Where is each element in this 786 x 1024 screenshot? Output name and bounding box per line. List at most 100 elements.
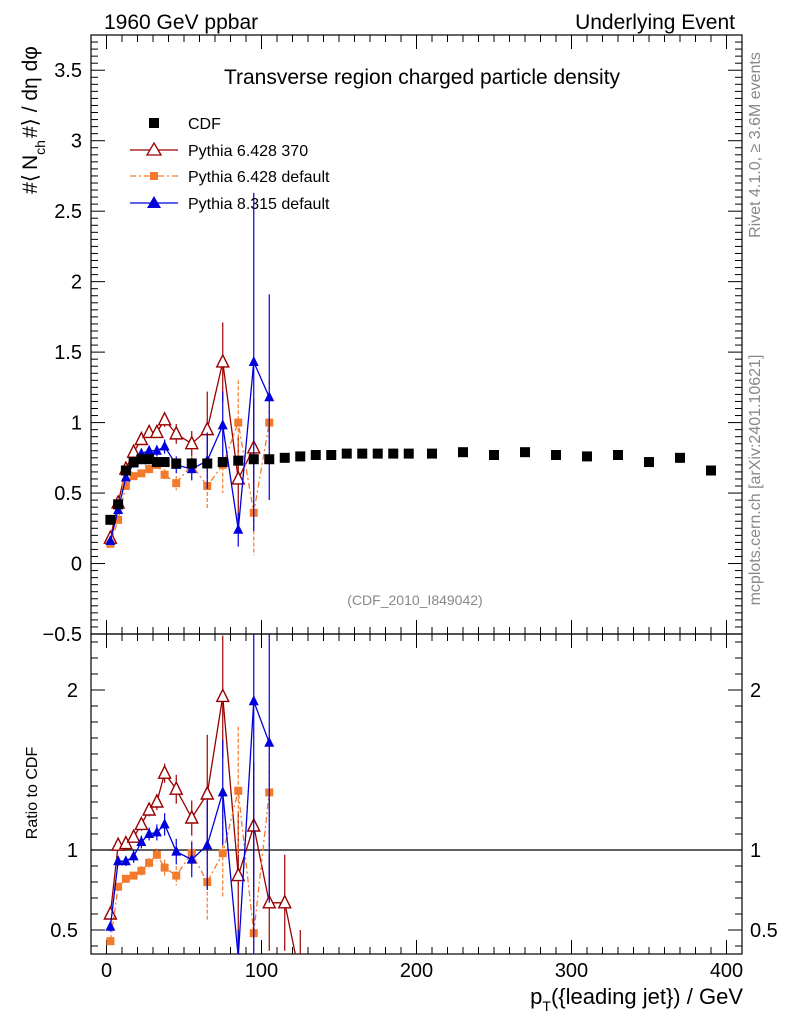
- main-point-cdf: [113, 499, 124, 510]
- main-point-pdef: [114, 515, 123, 524]
- ratio-point-pdef: [106, 937, 115, 946]
- main-point-cdf: [310, 450, 321, 461]
- chart-title: Transverse region charged particle densi…: [224, 66, 621, 89]
- main-point-p370: [134, 430, 149, 446]
- ratio-point-pdef: [160, 863, 169, 872]
- main-point-p8: [159, 440, 170, 451]
- main-point-cdf: [186, 458, 197, 469]
- main-point-cdf: [341, 448, 352, 459]
- xlabel-p: p: [530, 984, 542, 1009]
- main-point-cdf: [171, 458, 182, 469]
- main-point-pdef: [121, 482, 130, 491]
- main-point-cdf: [372, 448, 383, 459]
- legend-entry-pdef: Pythia 6.428 default: [130, 169, 330, 186]
- ratio-point-pdef: [114, 882, 123, 891]
- main-point-cdf: [202, 458, 213, 469]
- axes: 0 100 200 300 400 −0.5 0 0.5 1 1.5 2 2.5 3 3.5 0.5 0.5 1…: [43, 34, 778, 982]
- header-right: Underlying Event: [575, 11, 735, 34]
- ratio-point-pdef: [145, 858, 154, 867]
- ratio-y-tick-label-right: 0.5: [750, 920, 778, 942]
- main-point-cdf: [295, 451, 306, 462]
- ratio-point-p8: [186, 853, 197, 864]
- main-point-cdf: [520, 447, 530, 458]
- legend-marker-p8: [147, 196, 161, 208]
- ratio-point-p8: [159, 818, 170, 829]
- ratio-point-p370: [126, 828, 141, 843]
- ratio-point-p370: [103, 905, 118, 920]
- main-point-p8: [144, 444, 155, 455]
- x-tick-label: 300: [555, 960, 588, 982]
- ratio-point-p8: [151, 826, 162, 837]
- main-point-p370: [169, 425, 184, 440]
- main-point-cdf: [675, 452, 685, 463]
- main-point-pdef: [137, 469, 146, 478]
- main-point-cdf: [217, 457, 228, 468]
- ylabel-hash2: #: [19, 126, 42, 138]
- rivet-label: Rivet 4.1.0, ≥ 3.6M events: [747, 52, 764, 238]
- main-point-cdf: [489, 450, 499, 461]
- ratio-point-pdef: [152, 850, 161, 859]
- main-data-layer: [103, 192, 716, 556]
- ratio-point-p8: [144, 828, 155, 838]
- main-point-pdef: [160, 470, 169, 479]
- main-point-cdf: [403, 448, 414, 459]
- legend-label-p370: Pythia 6.428 370: [188, 143, 308, 160]
- legend-entry-p370: Pythia 6.428 370: [130, 141, 308, 160]
- xlabel-sub: T: [542, 998, 551, 1014]
- main-point-pdef: [234, 418, 243, 427]
- main-point-p8: [120, 471, 131, 482]
- xlabel: pT({leading jet}) / GeV: [530, 984, 743, 1014]
- ratio-point-pdef: [121, 874, 130, 883]
- main-point-cdf: [120, 465, 131, 476]
- main-point-cdf: [144, 454, 155, 465]
- main-point-cdf: [105, 514, 116, 525]
- ratio-point-p370: [294, 971, 306, 983]
- legend-entry-p8: Pythia 8.315 default: [130, 196, 330, 213]
- y-tick-label: −0.5: [43, 624, 82, 646]
- watermark: (CDF_2010_I849042): [347, 592, 482, 608]
- main-point-cdf: [458, 447, 468, 458]
- main-point-p8: [248, 355, 259, 366]
- ratio-y-tick-label: 2: [67, 680, 78, 702]
- ratio-point-p370: [169, 780, 184, 795]
- main-point-cdf: [706, 465, 716, 476]
- ylabel-rest: / dη dφ: [19, 46, 42, 118]
- header-left: 1960 GeV ppbar: [104, 11, 258, 34]
- main-point-cdf: [388, 448, 399, 459]
- ratio-point-p8: [128, 850, 139, 861]
- main-point-p370: [184, 435, 199, 450]
- main-point-cdf: [644, 457, 654, 468]
- ratio-point-p8: [120, 855, 131, 866]
- y-tick-label: 3.5: [54, 60, 82, 82]
- ratio-point-p8: [136, 836, 147, 846]
- ratio-y-tick-label: 1: [67, 840, 78, 862]
- y-tick-label: 0.5: [54, 483, 82, 505]
- ratio-point-p8: [236, 951, 240, 954]
- main-point-cdf: [264, 454, 275, 465]
- ratio-point-pdef: [234, 786, 243, 795]
- y-tick-label: 2: [71, 272, 82, 294]
- ratio-point-p370: [157, 764, 172, 779]
- y-tick-label: 1: [71, 413, 82, 435]
- main-ylabel: #⟨Nch#⟩ / dη dφ: [19, 46, 48, 194]
- ratio-point-p8: [113, 855, 124, 866]
- y-tick-label: 0: [71, 554, 82, 576]
- main-point-p370: [215, 353, 230, 368]
- main-point-p370: [231, 470, 246, 485]
- x-tick-label: 100: [245, 960, 278, 982]
- ylabel-rangle: ⟩: [19, 118, 42, 126]
- ratio-point-p8: [264, 736, 275, 747]
- xlabel-rest: ({leading jet}) / GeV: [551, 984, 743, 1009]
- ratio-point-p370: [231, 867, 246, 882]
- x-tick-label: 0: [101, 960, 112, 982]
- legend-marker-cdf: [149, 118, 159, 128]
- main-point-cdf: [326, 450, 337, 461]
- legend-label-p8: Pythia 8.315 default: [188, 196, 330, 213]
- main-point-cdf: [279, 452, 290, 463]
- legend-label-pdef: Pythia 6.428 default: [188, 169, 330, 186]
- main-point-pdef: [172, 479, 181, 488]
- ratio-point-p370: [134, 815, 149, 831]
- main-point-cdf: [128, 457, 139, 468]
- ratio-y-tick-label: 0.5: [50, 920, 78, 942]
